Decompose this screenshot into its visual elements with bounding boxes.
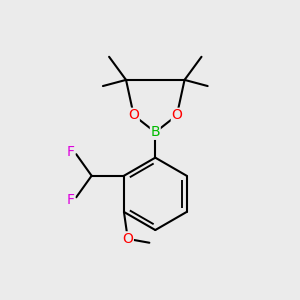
Text: F: F [67, 145, 75, 159]
Text: F: F [67, 193, 75, 207]
Text: B: B [151, 125, 160, 139]
Text: O: O [128, 108, 139, 122]
Text: O: O [171, 108, 182, 122]
Text: O: O [122, 232, 133, 246]
